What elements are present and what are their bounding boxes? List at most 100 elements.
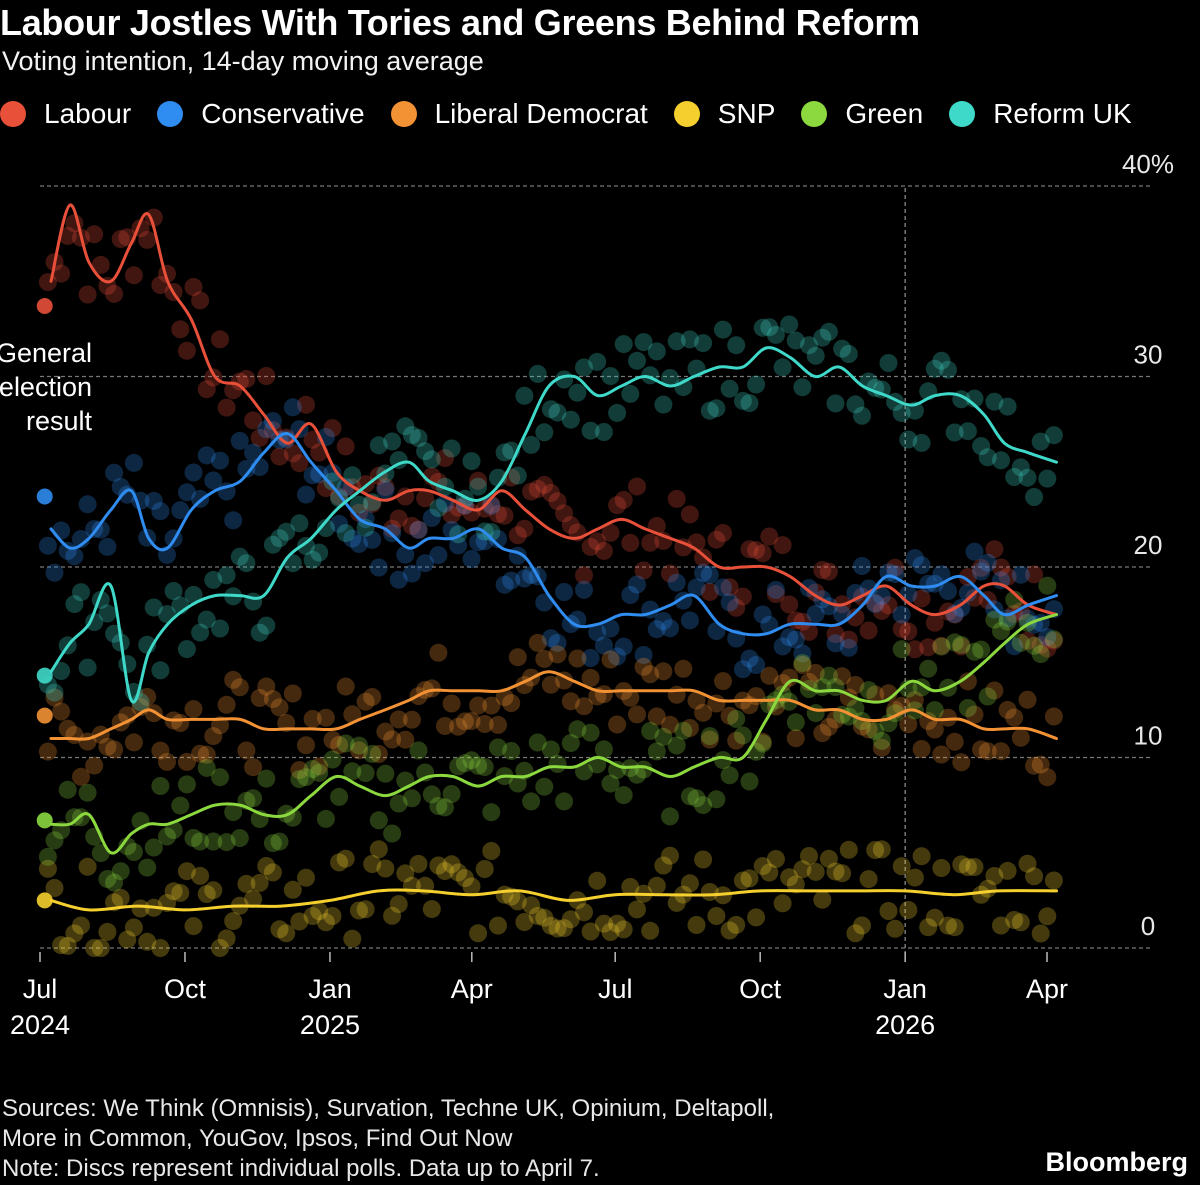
poll-disc-green bbox=[786, 713, 805, 732]
poll-disc-green bbox=[733, 726, 752, 745]
poll-disc-snp bbox=[409, 854, 428, 873]
poll-disc-green bbox=[191, 832, 210, 851]
poll-disc-conservative bbox=[985, 600, 1004, 619]
poll-disc-liberal-democrat bbox=[197, 745, 216, 764]
poll-disc-liberal-democrat bbox=[469, 696, 488, 715]
legend-label: SNP bbox=[717, 98, 776, 129]
poll-disc-conservative bbox=[793, 644, 812, 663]
poll-disc-green bbox=[614, 786, 633, 805]
footnote: Note: Discs represent individual polls. … bbox=[2, 1155, 600, 1182]
poll-disc-liberal-democrat bbox=[263, 690, 282, 709]
poll-disc-snp bbox=[680, 874, 699, 893]
poll-disc-snp bbox=[151, 939, 170, 957]
poll-disc-green bbox=[641, 722, 660, 740]
poll-disc-labour bbox=[111, 230, 130, 248]
poll-disc-liberal-democrat bbox=[859, 720, 878, 739]
poll-disc-labour bbox=[972, 558, 991, 577]
poll-disc-reform-uk bbox=[601, 367, 620, 386]
poll-disc-green bbox=[343, 762, 362, 781]
poll-disc-snp bbox=[237, 874, 256, 893]
poll-disc-green bbox=[323, 750, 342, 769]
poll-disc-labour bbox=[270, 447, 289, 466]
series-line-snp bbox=[49, 888, 1058, 912]
x-tick-label: Jul bbox=[598, 974, 633, 1004]
poll-disc-liberal-democrat bbox=[932, 745, 951, 764]
poll-disc-green bbox=[475, 758, 494, 776]
poll-disc-liberal-democrat bbox=[383, 730, 402, 749]
poll-disc-snp bbox=[972, 885, 991, 904]
poll-disc-snp bbox=[621, 878, 640, 896]
poll-disc-reform-uk bbox=[250, 623, 269, 642]
poll-disc-conservative bbox=[714, 578, 732, 597]
poll-disc-snp bbox=[826, 862, 845, 881]
poll-disc-snp bbox=[250, 873, 269, 892]
poll-disc-green bbox=[78, 783, 97, 802]
poll-disc-snp bbox=[958, 858, 977, 876]
poll-disc-snp bbox=[482, 842, 501, 860]
poll-disc-conservative bbox=[151, 502, 170, 521]
poll-disc-reform-uk bbox=[184, 585, 203, 604]
poll-disc-conservative bbox=[323, 463, 342, 482]
poll-disc-liberal-democrat bbox=[171, 714, 190, 732]
poll-disc-green bbox=[819, 666, 838, 685]
poll-disc-snp bbox=[555, 919, 574, 938]
poll-disc-reform-uk bbox=[747, 375, 766, 394]
poll-disc-reform-uk bbox=[323, 472, 342, 491]
poll-disc-liberal-democrat bbox=[1025, 756, 1044, 775]
poll-disc-snp bbox=[515, 913, 534, 931]
poll-disc-conservative bbox=[184, 463, 203, 482]
poll-disc-snp bbox=[594, 914, 613, 933]
poll-disc-conservative bbox=[98, 537, 117, 556]
poll-disc-conservative bbox=[912, 556, 931, 575]
poll-disc-labour bbox=[899, 622, 918, 641]
x-tick-label: Jul bbox=[23, 974, 58, 1004]
poll-disc-conservative bbox=[575, 580, 593, 599]
legend-dot-conservative bbox=[157, 101, 184, 127]
poll-disc-liberal-democrat bbox=[581, 669, 600, 687]
poll-disc-reform-uk bbox=[230, 547, 249, 566]
poll-disc-labour bbox=[680, 505, 699, 524]
poll-disc-reform-uk bbox=[429, 499, 448, 517]
poll-disc-conservative bbox=[350, 534, 368, 553]
poll-disc-liberal-democrat bbox=[442, 694, 461, 713]
poll-disc-conservative bbox=[389, 570, 408, 589]
poll-disc-snp bbox=[224, 912, 243, 931]
x-tick-label: Oct bbox=[739, 974, 782, 1004]
poll-disc-snp bbox=[38, 859, 57, 878]
poll-disc-conservative bbox=[614, 637, 633, 656]
poll-disc-reform-uk bbox=[422, 450, 441, 469]
legend-item-labour: Labour bbox=[0, 98, 131, 130]
poll-disc-liberal-democrat bbox=[654, 662, 673, 681]
poll-disc-reform-uk bbox=[773, 358, 792, 377]
poll-disc-liberal-democrat bbox=[297, 736, 315, 755]
poll-disc-snp bbox=[866, 841, 885, 859]
line-chart: 0 10 20 30 40% Jul 2024 Oct Jan 2025 Apr Jul Oct Jan 2… bbox=[0, 149, 1174, 1040]
poll-disc-snp bbox=[932, 859, 951, 877]
legend-label: Reform UK bbox=[993, 98, 1132, 129]
poll-disc-labour bbox=[303, 430, 322, 449]
poll-disc-liberal-democrat bbox=[1044, 707, 1063, 726]
election-result-disc-conservative bbox=[36, 488, 53, 505]
election-annotation-text: result bbox=[26, 406, 93, 436]
poll-disc-snp bbox=[859, 870, 878, 889]
poll-disc-labour bbox=[541, 484, 560, 502]
poll-disc-green bbox=[866, 722, 885, 740]
x-tick-year: 2026 bbox=[875, 1010, 935, 1040]
poll-disc-liberal-democrat bbox=[356, 692, 375, 711]
poll-disc-liberal-democrat bbox=[158, 752, 176, 771]
poll-disc-conservative bbox=[429, 546, 448, 565]
poll-disc-conservative bbox=[244, 443, 263, 462]
poll-disc-green bbox=[714, 751, 732, 770]
poll-disc-snp bbox=[1011, 913, 1030, 932]
poll-disc-conservative bbox=[297, 485, 315, 504]
poll-disc-snp bbox=[905, 868, 924, 887]
poll-disc-snp bbox=[191, 866, 210, 885]
poll-disc-reform-uk bbox=[925, 359, 944, 378]
poll-disc-snp bbox=[489, 916, 507, 935]
poll-disc-reform-uk bbox=[469, 477, 488, 496]
poll-disc-reform-uk bbox=[833, 339, 852, 358]
poll-disc-green bbox=[859, 681, 878, 700]
election-result-disc-liberal-democrat bbox=[36, 707, 53, 724]
poll-disc-liberal-democrat bbox=[674, 659, 693, 678]
poll-disc-liberal-democrat bbox=[687, 691, 706, 710]
